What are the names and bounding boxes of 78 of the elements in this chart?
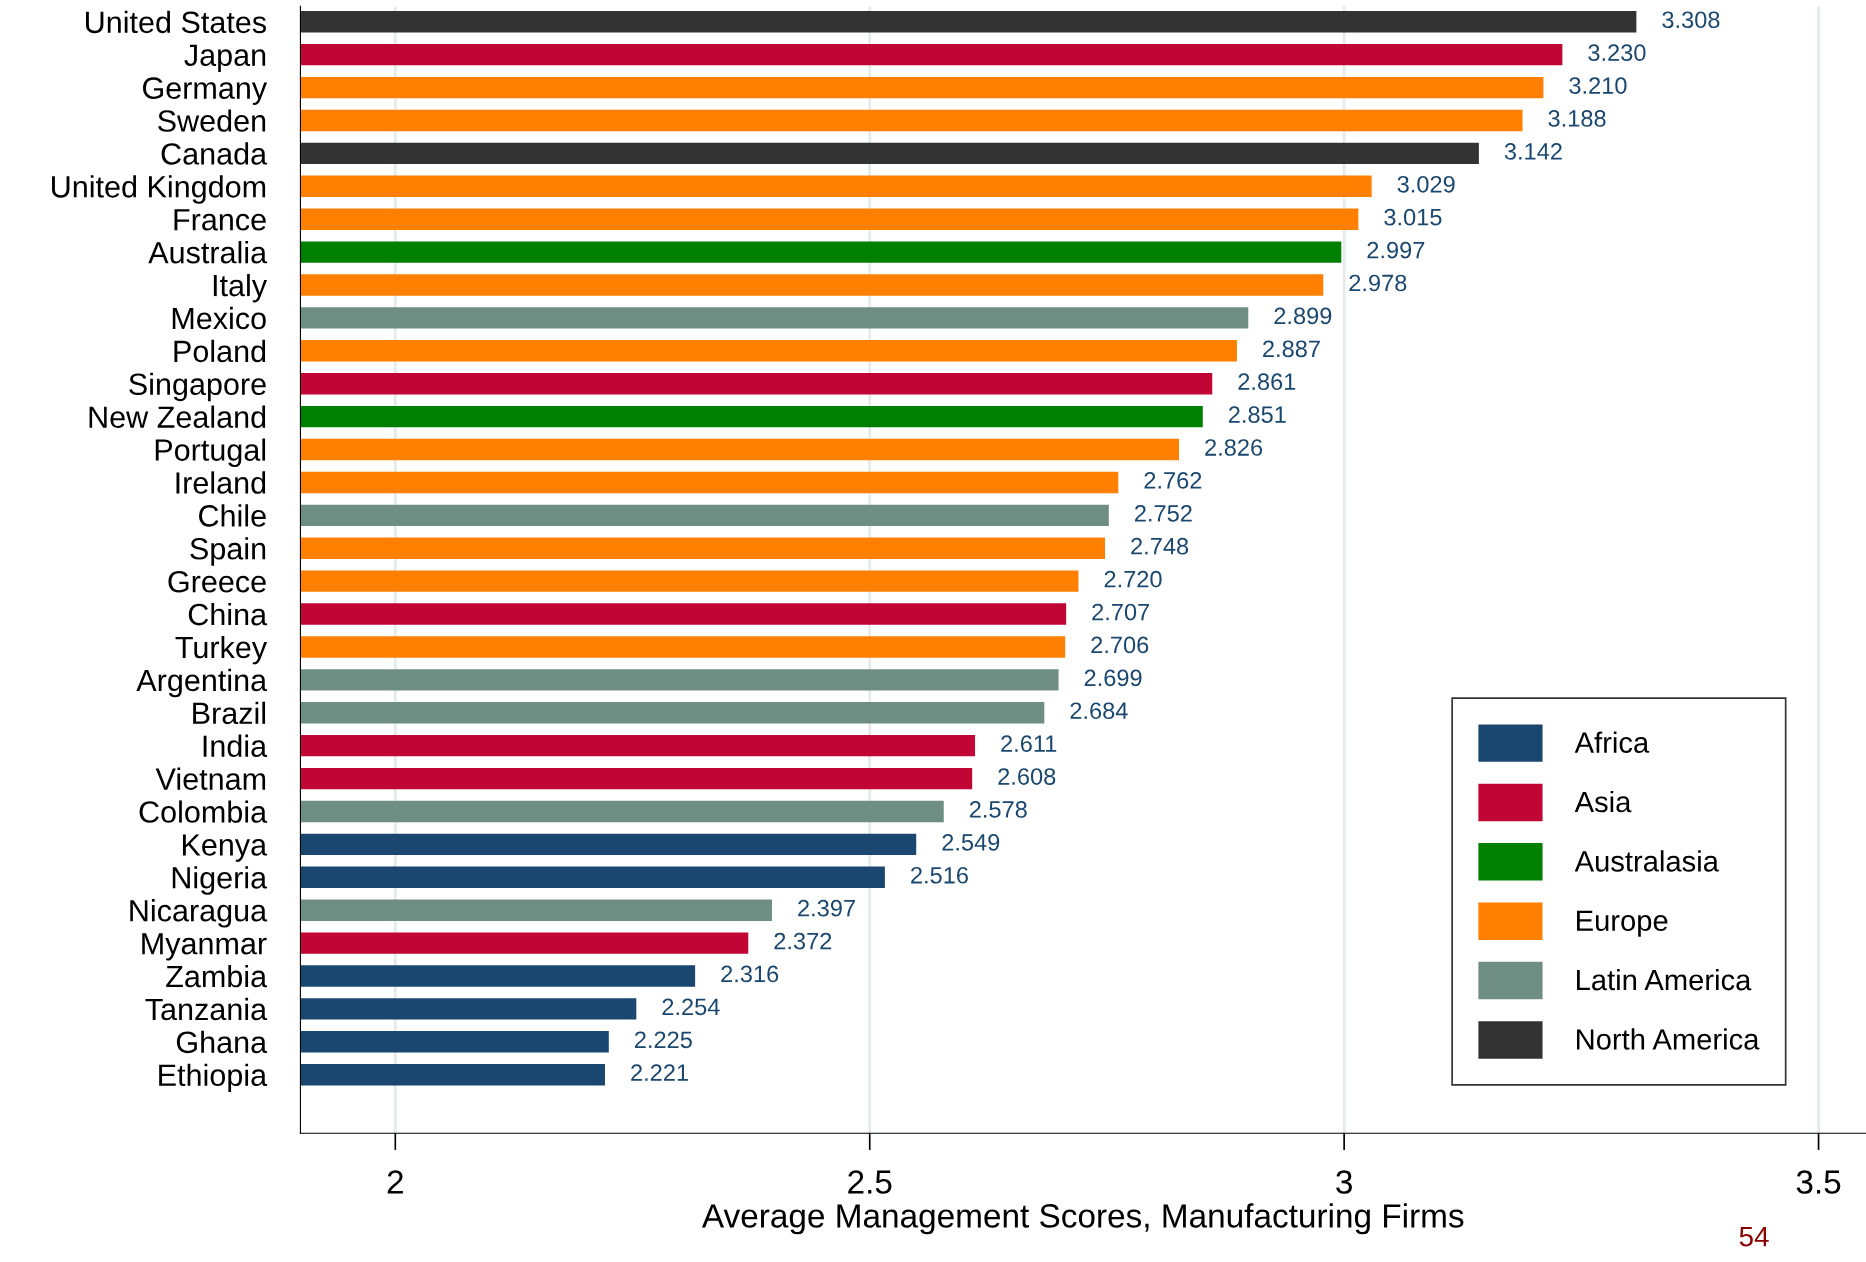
- legend-label: North America: [1577, 1028, 1760, 1050]
- data-label: 2.254: [662, 998, 720, 1016]
- y-tick-label: Vietnam: [155, 767, 266, 790]
- data-label: 3.029: [1397, 175, 1455, 193]
- x-tick-label: 2.5: [848, 1170, 892, 1194]
- y-tick-label: Portugal: [155, 438, 266, 467]
- data-label: 2.372: [774, 932, 832, 950]
- x-axis-title: Average Management Scores, Manufacturing Firms: [701, 1203, 1464, 1235]
- y-tick-label: Singapore: [129, 372, 266, 402]
- y-tick-label: United States: [86, 10, 266, 34]
- y-tick-label: Australia: [148, 241, 268, 264]
- data-label: 2.997: [1367, 241, 1425, 259]
- y-tick-label: Nicaragua: [130, 899, 268, 928]
- data-label: 2.316: [721, 965, 779, 983]
- x-tick-label: 3: [1336, 1170, 1352, 1194]
- y-tick-label: Japan: [184, 44, 266, 73]
- text: 54: [1739, 1227, 1769, 1247]
- y-tick-label: Nigeria: [172, 866, 268, 895]
- y-tick-label: Germany: [142, 77, 268, 105]
- y-tick-label: Zambia: [166, 964, 268, 988]
- data-label: 2.684: [1070, 702, 1128, 720]
- legend-label: Australasia: [1574, 850, 1719, 872]
- y-tick-label: Italy: [213, 273, 268, 303]
- data-label: 2.578: [969, 801, 1027, 818]
- y-tick-label: China: [188, 602, 268, 626]
- y-tick-label: Chile: [199, 504, 266, 527]
- y-tick-label: Ethiopia: [159, 1063, 268, 1093]
- data-label: 3.142: [1504, 143, 1562, 160]
- data-label: 2.549: [942, 834, 1000, 851]
- y-tick-label: Canada: [161, 142, 268, 165]
- y-tick-label: India: [203, 734, 268, 758]
- legend-label: Latin America: [1577, 968, 1752, 991]
- y-tick-label: Argentina: [136, 668, 268, 698]
- y-tick-label: Tanzania: [145, 997, 268, 1021]
- data-label: 3.015: [1384, 208, 1442, 226]
- data-label: 2.851: [1228, 406, 1286, 423]
- data-label: 2.752: [1135, 504, 1192, 522]
- y-tick-label: Mexico: [172, 306, 266, 330]
- legend-label: Africa: [1574, 731, 1650, 753]
- data-label: 2.826: [1205, 439, 1263, 456]
- y-tick-label: Poland: [174, 339, 266, 363]
- y-tick-label: Ireland: [176, 471, 266, 494]
- data-label: 2.608: [998, 768, 1056, 785]
- y-tick-label: Colombia: [139, 800, 268, 823]
- data-label: 2.397: [798, 899, 855, 917]
- y-tick-label: Myanmar: [142, 933, 267, 961]
- y-tick-label: Brazil: [193, 701, 266, 725]
- data-label: 2.611: [1001, 735, 1057, 752]
- data-label: 3.188: [1548, 110, 1606, 127]
- data-label: 2.516: [911, 866, 968, 884]
- x-tick-label: 2: [387, 1170, 403, 1194]
- y-tick-label: France: [174, 209, 266, 231]
- data-label: 2.221: [631, 1064, 688, 1081]
- data-label: 2.899: [1274, 307, 1332, 325]
- data-label: 3.308: [1662, 11, 1720, 29]
- y-tick-label: Ghana: [176, 1030, 268, 1054]
- y-tick-label: New Zealand: [89, 405, 266, 428]
- y-tick-label: United Kingdom: [52, 175, 266, 204]
- y-tick-label: Turkey: [175, 635, 268, 665]
- data-label: 2.707: [1092, 603, 1150, 621]
- y-tick-label: Spain: [190, 537, 266, 566]
- data-label: 2.887: [1263, 340, 1320, 358]
- data-label: 2.706: [1091, 636, 1149, 654]
- data-label: 2.861: [1238, 373, 1296, 391]
- y-tick-label: Greece: [168, 570, 266, 593]
- data-label: 2.225: [634, 1031, 692, 1049]
- x-tick-label: 3.5: [1796, 1170, 1841, 1194]
- data-label: 3.230: [1588, 44, 1646, 62]
- data-label: 2.699: [1084, 669, 1142, 687]
- y-tick-label: Sweden: [158, 109, 266, 132]
- data-label: 3.210: [1569, 77, 1627, 94]
- data-label: 2.720: [1104, 570, 1162, 588]
- legend-label: Asia: [1574, 790, 1632, 813]
- data-label: 2.762: [1144, 472, 1202, 489]
- y-tick-label: Kenya: [182, 834, 268, 862]
- data-label: 2.748: [1131, 537, 1189, 555]
- data-label: 2.978: [1349, 274, 1407, 292]
- legend-label: Europe: [1577, 910, 1668, 937]
